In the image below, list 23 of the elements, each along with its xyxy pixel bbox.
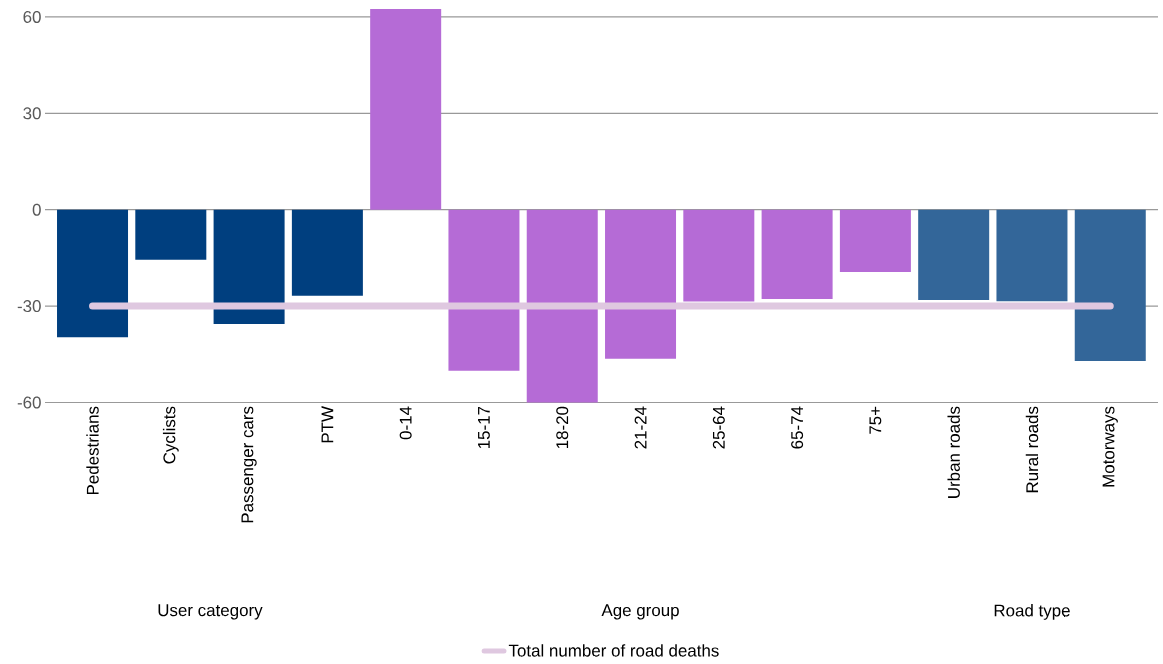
x-tick-label: 21-24 <box>634 406 647 449</box>
y-tick-label: 30 <box>23 107 41 120</box>
x-tick-label: PTW <box>321 406 334 443</box>
x-tick-label: 25-64 <box>712 406 725 449</box>
y-tick-label: -60 <box>17 396 41 409</box>
text: Road type <box>994 604 1070 620</box>
x-tick-label: 15-17 <box>478 406 490 449</box>
y-tick-label: 0 <box>32 203 41 216</box>
x-tick-label: 0-14 <box>399 406 412 440</box>
x-tick-label: Rural roads <box>1025 406 1039 493</box>
x-tick-label: Cyclists <box>162 406 179 464</box>
x-tick-label: Motorways <box>1102 406 1118 487</box>
x-tick-label: Urban roads <box>947 406 960 498</box>
x-tick-label: 75+ <box>869 406 882 434</box>
x-tick-label: Passenger cars <box>241 406 257 523</box>
x-tick-label: Pedestrians <box>86 406 99 495</box>
legend-label: Total number of road deaths <box>508 644 719 657</box>
y-tick-label: -30 <box>17 300 41 313</box>
y-tick-label: 60 <box>23 10 41 23</box>
text: Age group <box>601 604 679 620</box>
x-tick-label: 18-20 <box>556 406 569 449</box>
x-tick-label: 65-74 <box>791 406 804 449</box>
text: User category <box>158 604 263 620</box>
